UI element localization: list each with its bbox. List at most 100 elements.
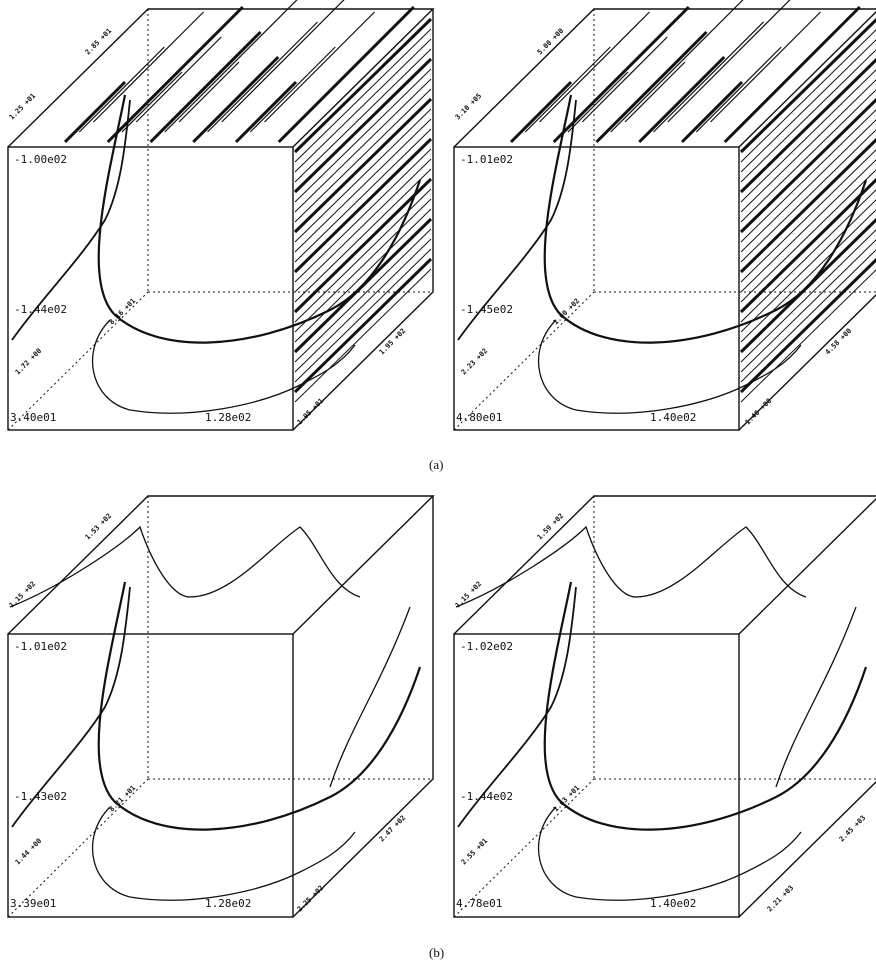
hatch-line: [294, 228, 432, 363]
hatch-line: [624, 61, 686, 123]
hatch-line: [293, 177, 433, 314]
hatch-line: [294, 168, 432, 303]
top-tick-b: 1.53 +02: [84, 512, 113, 541]
hatch-line: [234, 80, 298, 144]
panel-b-right: [453, 495, 876, 918]
hatch-line: [680, 80, 744, 144]
curve-side: [775, 606, 857, 788]
diag-tick-b: 1.00 +02: [552, 297, 581, 326]
x-max-label: 1.40e02: [650, 897, 696, 910]
hatch-line: [740, 159, 876, 293]
hatch-line: [740, 39, 876, 173]
hatch-line: [149, 30, 262, 144]
hatch-line: [221, 0, 345, 123]
hatch-line: [740, 109, 876, 243]
x-min-label: 3.40e01: [10, 411, 56, 424]
right-face: [292, 9, 434, 431]
hatch-line: [294, 78, 432, 213]
hatch-line: [135, 36, 222, 123]
hatch-line: [78, 46, 165, 133]
hatch-line: [293, 257, 433, 394]
hatch-line: [739, 17, 876, 154]
hatch-line: [524, 46, 611, 133]
top-face: [7, 8, 435, 148]
x-max-label: 1.28e02: [205, 411, 251, 424]
curve-left: [457, 99, 577, 341]
side-tick-a: 2.21 +03: [766, 884, 795, 913]
hatch-line: [249, 46, 336, 133]
hatch-line: [567, 71, 629, 133]
panel-b-left: [7, 495, 435, 918]
curve-left: [11, 99, 131, 341]
hatch-line: [294, 108, 432, 243]
x-max-label: 1.28e02: [205, 897, 251, 910]
right-face: [738, 780, 876, 918]
hatch-line: [740, 249, 876, 383]
side-tick-a: 1.40 +00: [744, 397, 773, 426]
front-face: [453, 633, 740, 918]
hatch-lines: [63, 0, 433, 403]
top-tick-a: 3.10 +05: [454, 92, 483, 121]
z-top-label: -1.02e02: [460, 640, 513, 653]
side-tick-a: 1.95 +01: [296, 397, 325, 426]
curve-top-wave: [9, 525, 361, 608]
hatch-line: [294, 28, 432, 163]
hatch-line: [277, 5, 415, 144]
hatch-line: [294, 38, 432, 173]
hatch-line: [293, 97, 433, 234]
top-face: [453, 8, 876, 148]
hatch-line: [740, 229, 876, 363]
hatch-line: [581, 36, 668, 123]
hatch-line: [164, 0, 298, 133]
hatch-line: [739, 97, 876, 234]
curve-upper: [97, 94, 422, 344]
hatch-line: [610, 0, 744, 133]
hatch-line: [723, 5, 861, 144]
top-face: [7, 495, 435, 635]
hatch-line: [739, 137, 876, 274]
curve-lower: [537, 319, 802, 414]
hatch-line: [695, 46, 782, 133]
hatch-line: [539, 11, 650, 123]
curve-side: [329, 606, 411, 788]
top-face: [453, 495, 876, 635]
diag-tick-b: 1.63 +01: [552, 784, 581, 813]
front-face: [7, 146, 294, 431]
z-top-label: -1.01e02: [460, 153, 513, 166]
top-tick-a: 1.25 +01: [8, 92, 37, 121]
z-mid-label: -1.45e02: [460, 303, 513, 316]
hatch-line: [293, 137, 433, 274]
hatch-line: [207, 21, 318, 133]
side-tick-a: 2.25 +02: [296, 884, 325, 913]
hatch-line: [294, 268, 432, 403]
hatch-line: [93, 11, 204, 123]
front-face: [453, 146, 740, 431]
diag-tick-a: 2.55 +01: [460, 837, 489, 866]
z-mid-label: -1.43e02: [14, 790, 67, 803]
diag-tick-a: 1.72 +00: [14, 347, 43, 376]
caption-b: (b): [429, 945, 444, 960]
hatch-line: [294, 48, 432, 183]
right-face: [292, 496, 434, 918]
hatch-line: [710, 11, 821, 123]
hatch-line: [740, 199, 876, 333]
top-tick-b: 1.59 +02: [536, 512, 565, 541]
hatch-line: [294, 208, 432, 343]
z-mid-label: -1.44e02: [14, 303, 67, 316]
diag-tick-a: 1.44 +00: [14, 837, 43, 866]
hatch-line: [294, 198, 432, 333]
hatch-line: [192, 55, 280, 144]
hatch-line: [294, 128, 432, 263]
top-tick-b: 2.85 +01: [84, 27, 113, 56]
z-top-label: -1.01e02: [14, 640, 67, 653]
hatch-line: [739, 177, 876, 314]
hatch-line: [740, 119, 876, 253]
hatch-line: [293, 17, 433, 154]
hatch-line: [740, 239, 876, 373]
hatch-line: [294, 248, 432, 383]
front-face: [7, 633, 294, 918]
hatch-line: [740, 29, 876, 163]
curve-lower: [91, 806, 356, 901]
top-tick-a: 1.15 +02: [8, 580, 37, 609]
hatch-line: [294, 68, 432, 203]
